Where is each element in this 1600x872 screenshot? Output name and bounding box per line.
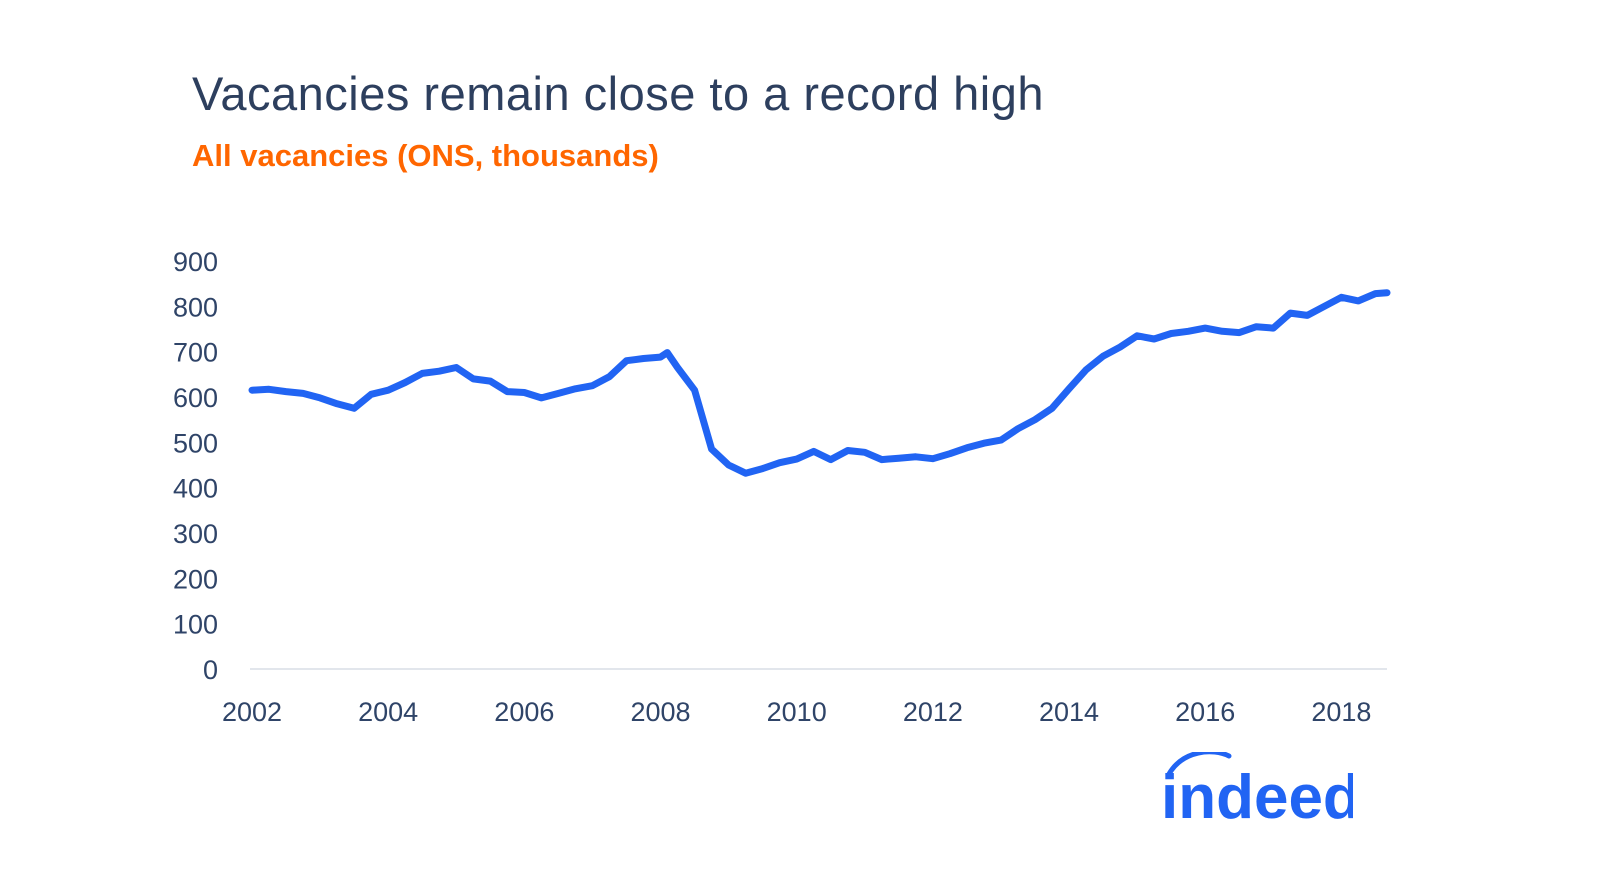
logo-arc-icon xyxy=(1166,752,1232,777)
y-tick-label: 500 xyxy=(173,428,218,458)
x-tick-label: 2014 xyxy=(1039,697,1099,727)
y-tick-label: 600 xyxy=(173,383,218,413)
y-tick-label: 400 xyxy=(173,474,218,504)
y-tick-label: 800 xyxy=(173,292,218,322)
y-tick-label: 100 xyxy=(173,610,218,640)
chart-title: Vacancies remain close to a record high xyxy=(192,67,1045,120)
x-tick-label: 2010 xyxy=(767,697,827,727)
chart-subtitle: All vacancies (ONS, thousands) xyxy=(192,138,659,173)
series-group xyxy=(248,289,1391,477)
y-axis-ticks: 0 100 200 300 400 500 600 700 800 900 xyxy=(173,247,218,685)
y-tick-label: 700 xyxy=(173,338,218,368)
indeed-logo: indeed xyxy=(1163,752,1353,822)
y-tick-label: 300 xyxy=(173,519,218,549)
x-axis-ticks: 2002 2004 2006 2008 2010 2012 2014 2016 2018 xyxy=(222,697,1371,727)
x-tick-label: 2012 xyxy=(903,697,963,727)
y-tick-label: 0 xyxy=(203,655,218,685)
x-tick-label: 2006 xyxy=(494,697,554,727)
x-tick-label: 2004 xyxy=(358,697,418,727)
logo-wordmark: indeed xyxy=(1163,763,1353,822)
x-tick-label: 2018 xyxy=(1311,697,1371,727)
y-tick-label: 200 xyxy=(173,564,218,594)
x-tick-label: 2008 xyxy=(630,697,690,727)
x-tick-label: 2002 xyxy=(222,697,282,727)
y-tick-label: 900 xyxy=(173,247,218,277)
x-tick-label: 2016 xyxy=(1175,697,1235,727)
series-line xyxy=(248,289,1391,477)
